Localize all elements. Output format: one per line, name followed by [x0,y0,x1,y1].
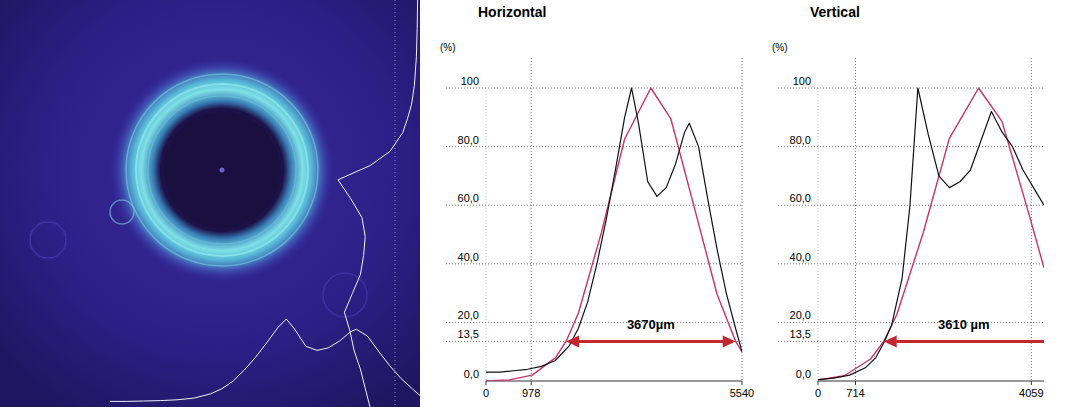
x-axis [486,381,742,382]
y-tick-label: 20,0 [790,309,811,321]
image-profile-horizontal [110,319,420,401]
y-axis [486,88,487,381]
ring-fringe [126,74,318,266]
y-tick-label: 0,0 [796,368,811,380]
x-tick [742,381,743,385]
grid-line [446,88,742,89]
width-label: 3610 µm [938,317,990,332]
grid-line [778,146,1044,147]
y-tick-label: 40,0 [458,251,479,263]
image-profile-vertical [338,0,418,407]
x-tick-label: 4059 [1019,387,1043,399]
beam-center [220,168,225,173]
grid-line [855,58,856,381]
arrow-head [723,335,736,347]
y-axis [818,88,819,381]
stage: Horizontal (%) 0,0 13,5 20,0 40,0 60,0 80,0 100 0… [0,0,1067,407]
grid-line [446,341,742,342]
width-arrow [576,340,726,343]
x-tick-label: 5540 [730,387,754,399]
width-arrow [894,340,1044,343]
plot-area [818,88,1044,380]
x-tick-label: 0 [815,387,821,399]
y-tick-label: 13,5 [790,328,811,340]
y-tick-label: 40,0 [790,251,811,263]
ring-fringe [136,84,308,256]
y-tick-label: 60,0 [790,192,811,204]
y-tick-label: 100 [461,75,479,87]
y-axis-label: (%) [440,42,456,53]
y-tick-label: 80,0 [790,134,811,146]
x-tick-label: 978 [522,387,540,399]
grid-line [446,205,742,206]
grid-line [742,58,743,381]
y-tick-label: 20,0 [458,309,479,321]
grid-line [446,322,742,323]
beam-ring [110,58,334,282]
arrow-head [884,335,897,347]
cursor-line [395,0,396,407]
beam-image [0,0,420,407]
series-line [486,88,742,381]
chart-title: Vertical [810,4,860,20]
width-label: 3670µm [627,317,675,332]
y-axis-label: (%) [772,42,788,53]
x-tick [855,381,856,385]
figure: Horizontal (%) 0,0 13,5 20,0 40,0 60,0 80,0 100 0… [0,0,1067,407]
grid-line [446,263,742,264]
x-tick [531,381,532,385]
y-tick-label: 0,0 [464,368,479,380]
x-tick [818,381,819,385]
chart-title: Horizontal [478,4,546,20]
arrow-head [566,335,579,347]
beam-core [164,112,280,228]
image-background [0,0,420,407]
series-line [818,88,1044,380]
ring-fringe [148,96,296,244]
plot-area [486,88,742,381]
series-line [818,88,1044,380]
x-tick [486,381,487,385]
x-tick-label: 0 [483,387,489,399]
artifact [30,222,66,258]
artifact [110,200,134,224]
x-axis [818,381,1044,382]
chart-panel: Vertical (%) 0,0 13,5 20,0 40,0 60,0 80,0 100 0 71… [772,4,1067,399]
x-tick-label: 714 [846,387,864,399]
grid-line [446,146,742,147]
series-line [486,88,742,372]
y-tick-label: 60,0 [458,192,479,204]
y-tick-label: 100 [793,75,811,87]
chart-panel: Horizontal (%) 0,0 13,5 20,0 40,0 60,0 80,0 100 0… [440,4,754,399]
x-tick [1031,381,1032,385]
grid-line [778,263,1044,264]
y-tick-label: 13,5 [458,328,479,340]
y-tick-label: 80,0 [458,134,479,146]
grid-line [531,58,532,381]
